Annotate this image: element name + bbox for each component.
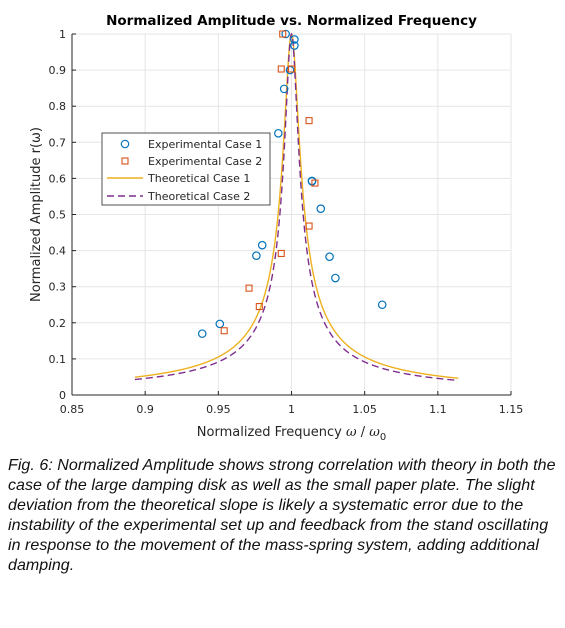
data-point-square [255, 303, 263, 311]
data-point-square [311, 179, 319, 187]
y-tick-label: 0.8 [49, 100, 67, 113]
x-axis-label-slash: / [357, 425, 370, 440]
data-point-square [245, 284, 253, 292]
legend-label: Experimental Case 2 [148, 155, 262, 168]
data-point-square [277, 249, 285, 258]
data-point-circle [325, 252, 334, 262]
marker-layer [197, 29, 387, 338]
legend-label: Experimental Case 1 [148, 138, 262, 151]
data-point-square [220, 327, 228, 335]
y-tick-label: 0.6 [49, 172, 67, 185]
x-tick-label: 1.1 [429, 403, 447, 416]
data-point-circle [215, 319, 225, 329]
legend-label: Theoretical Case 1 [147, 172, 250, 185]
data-point-circle [290, 41, 299, 50]
y-tick-label: 1 [59, 28, 66, 41]
data-point-circle [257, 240, 267, 250]
x-tick-label: 0.85 [60, 403, 85, 416]
chart-title: Normalized Amplitude vs. Normalized Freq… [106, 13, 477, 29]
x-tick-label: 1 [288, 403, 295, 416]
data-point-square [279, 30, 287, 38]
y-tick-label: 0 [59, 389, 66, 402]
data-point-circle [290, 35, 299, 44]
tick-layer: 0.85 0.9 0.95 1 1.05 1.1 1.15 0 0.1 0.2 0.3 0.4 0.5 0… [49, 28, 524, 416]
y-tick-label: 0.3 [49, 281, 67, 294]
figure-caption: Fig. 6: Normalized Amplitude shows stron… [8, 457, 556, 574]
y-axis-label: Normalized Amplitude r(ω) [29, 127, 44, 302]
series-line [134, 32, 459, 382]
chart-container: 0.85 0.9 0.95 1 1.05 1.1 1.15 0 0.1 0.2 0.3 0.4 0.5 0… [29, 13, 524, 443]
data-point-circle [252, 251, 261, 260]
x-axis-label: Normalized Frequency ω / ω0 [197, 425, 386, 443]
data-point-square [305, 117, 313, 125]
legend: Experimental Case 1 Experimental Case 2 Th… [101, 132, 271, 206]
x-tick-label: 0.9 [136, 403, 154, 416]
y-tick-label: 0.9 [49, 64, 67, 77]
data-point-square [305, 222, 313, 230]
y-tick-label: 0.1 [49, 353, 67, 366]
data-point-circle [274, 128, 283, 138]
x-tick-label: 0.95 [206, 403, 231, 416]
data-point-circle [377, 300, 387, 310]
data-point-circle [279, 84, 289, 94]
x-axis-label-omega-2: ω [369, 425, 380, 440]
x-tick-label: 1.15 [499, 403, 524, 416]
y-tick-label: 0.5 [49, 209, 67, 222]
data-point-square [277, 65, 285, 73]
data-point-circle [281, 29, 290, 39]
legend-items: Experimental Case 1 Experimental Case 2 Th… [107, 138, 262, 203]
data-point-circle [197, 329, 207, 338]
y-tick-label: 0.4 [49, 245, 67, 258]
chart-svg: 0.85 0.9 0.95 1 1.05 1.1 1.15 0 0.1 0.2 0.3 0.4 0.5 0… [29, 13, 524, 443]
y-tick-label: 0.2 [49, 317, 67, 330]
x-axis-label-text: Normalized Frequency [197, 425, 346, 440]
y-tick-label: 0.7 [49, 136, 67, 149]
x-axis-label-omega: ω [346, 425, 357, 440]
legend-box [101, 132, 271, 206]
curve-layer [134, 32, 459, 382]
data-point-circle [331, 273, 340, 283]
legend-label: Theoretical Case 2 [147, 190, 250, 203]
x-tick-label: 1.05 [352, 403, 377, 416]
data-point-square [287, 65, 296, 73]
x-axis-label-subscript: 0 [380, 432, 386, 443]
series-line [134, 32, 459, 379]
legend-symbol-circle [120, 139, 130, 149]
legend-symbol-square [121, 157, 129, 165]
data-point-circle [316, 204, 326, 214]
